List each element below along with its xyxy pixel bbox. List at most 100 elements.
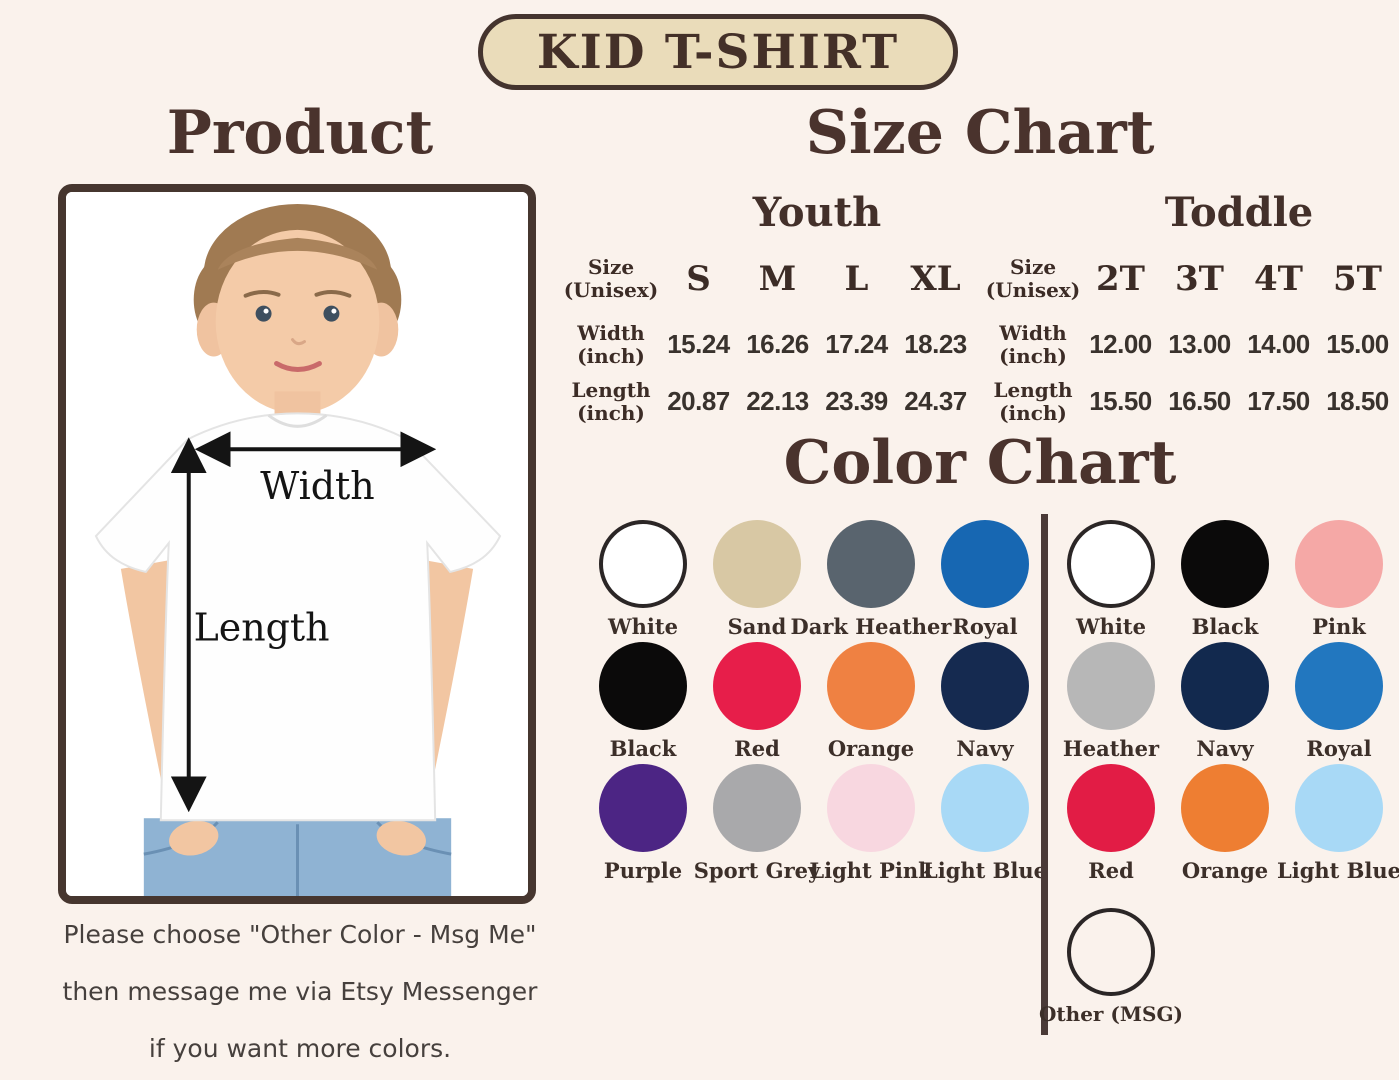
color-circle [1067,520,1155,608]
size-col-header: 2T [1096,259,1145,299]
product-photo: Width Length [66,192,528,896]
note-line-1: Please choose "Other Color - Msg Me" [63,920,537,949]
color-circle [941,520,1029,608]
color-swatch-dark-heather: Dark Heather [791,520,951,639]
size-col-header: XL [910,259,961,299]
color-swatch-label: White [1076,614,1146,639]
length-value: 22.13 [746,386,809,416]
width-value: 12.00 [1089,329,1152,359]
color-swatch-royal: Royal [928,520,1042,639]
color-swatch-navy: Navy [1168,642,1282,761]
color-swatch-label: Light Blue [922,858,1048,883]
color-circle [1181,520,1269,608]
color-swatch-label: Pink [1312,614,1366,639]
size-col-header: M [758,259,797,299]
size-header-cell: Size (Unisex) [985,255,1081,302]
length-value: 18.50 [1326,386,1389,416]
width-value: 15.24 [667,329,730,359]
width-value: 17.24 [825,329,888,359]
size-table-youth: Youth Size (Unisex) S M L XL Width (inch… [563,188,975,430]
color-circle [1067,908,1155,996]
width-arrow-label: Width [260,464,374,508]
color-swatch-pink: Pink [1282,520,1396,639]
color-swatch-label: Sport Grey [693,858,821,883]
length-value: 16.50 [1168,386,1231,416]
width-value: 14.00 [1247,329,1310,359]
size-table-toddle: Toddle Size (Unisex) 2T 3T 4T 5T Width (… [985,188,1397,430]
color-swatch-royal: Royal [1282,642,1396,761]
length-value: 20.87 [667,386,730,416]
color-swatch-label: Light Pink [809,858,933,883]
size-table-group-label: Youth [752,189,882,236]
row-label: Length (inch) [993,377,1073,425]
size-col-header: L [844,259,869,299]
color-swatch-label: Orange [827,736,915,761]
size-col-header: S [686,259,711,299]
color-swatch-black: Black [586,642,700,761]
product-heading: Product [166,98,434,168]
color-swatch-label: Royal [1306,736,1372,761]
color-swatch-sport-grey: Sport Grey [694,764,820,883]
length-arrow-label: Length [194,606,330,650]
color-swatch-light-blue: Light Blue [1277,764,1399,883]
color-swatch-label: White [608,614,678,639]
color-circle [1295,764,1383,852]
color-group-youth: White Sand Dark Heather Royal Black Red Orange… [586,520,1047,883]
color-circle [827,520,915,608]
measurement-arrows: Width Length [170,431,437,813]
note-line-3: if you want more colors. [148,1034,452,1063]
color-circle [827,764,915,852]
size-col-header: 4T [1254,259,1303,299]
color-swatch-orange: Orange [814,642,928,761]
color-group-toddler: White Black Pink Heather Navy Royal Red Orange L… [1054,520,1399,883]
size-col-header: 5T [1333,259,1382,299]
color-swatch-label: Dark Heather [790,614,952,639]
color-swatch-label: Purple [603,858,683,883]
color-swatch-label: Other (MSG) [1039,1002,1184,1026]
size-table-group-label: Toddle [1164,189,1314,236]
color-swatch-label: Black [1191,614,1259,639]
color-circle [1067,764,1155,852]
color-circle [941,764,1029,852]
title-badge: KID T-SHIRT [478,14,958,90]
size-chart-heading: Size Chart [805,98,1155,168]
color-swatch-navy: Navy [928,642,1042,761]
color-circle [713,764,801,852]
title-badge-label: KID T-SHIRT [536,24,900,80]
size-header-cell: Size (Unisex) [563,255,659,302]
width-value: 18.23 [904,329,967,359]
color-swatch-red: Red [700,642,814,761]
size-col-header: 3T [1175,259,1224,299]
color-swatch-label: Red [1088,858,1134,883]
color-chart-heading: Color Chart [783,428,1177,498]
color-circle [827,642,915,730]
width-value: 13.00 [1168,329,1231,359]
color-swatch-white: White [586,520,700,639]
color-circle [713,520,801,608]
color-swatch-other-msg: Other (MSG) [1039,908,1183,1027]
color-swatch-orange: Orange [1168,764,1282,883]
color-swatch-light-blue: Light Blue [923,764,1047,883]
width-value: 16.26 [746,329,809,359]
width-value: 15.00 [1326,329,1389,359]
color-circle [1181,764,1269,852]
color-swatch-label: Orange [1181,858,1269,883]
length-value: 24.37 [904,386,967,416]
length-value: 17.50 [1247,386,1310,416]
color-circle [941,642,1029,730]
color-circle [1181,642,1269,730]
color-swatch-label: Navy [956,736,1014,761]
row-label: Length (inch) [571,377,651,425]
color-swatch-white: White [1054,520,1168,639]
color-circle [1295,520,1383,608]
color-group-divider [1041,514,1048,1035]
color-circle [599,764,687,852]
color-swatch-label: Sand [727,614,787,639]
color-circle [599,520,687,608]
color-swatch-label: Light Blue [1276,858,1399,883]
color-swatch-label: Navy [1196,736,1254,761]
color-swatch-label: Heather [1062,736,1160,761]
color-swatch-heather: Heather [1054,642,1168,761]
row-label: Width (inch) [999,320,1067,368]
